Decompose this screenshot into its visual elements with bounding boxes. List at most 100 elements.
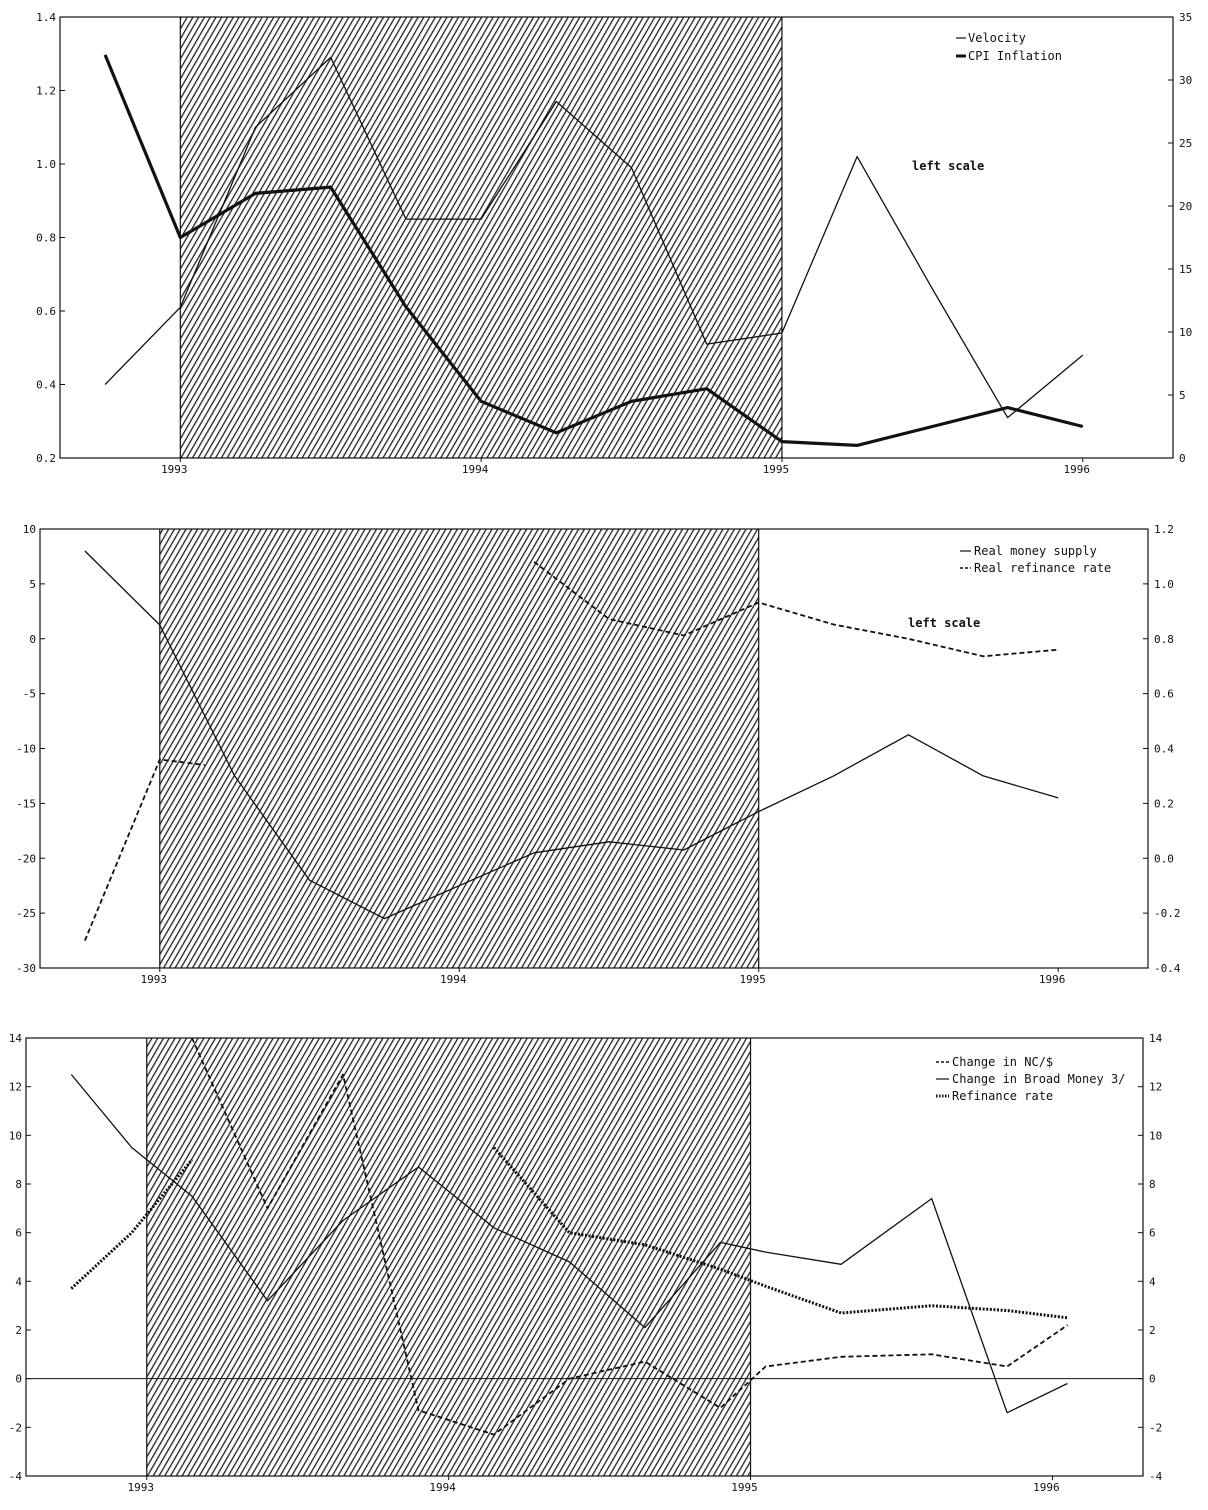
left-tick-label: 1.2 xyxy=(36,85,56,98)
legend-label-change-nc: Change in NC/$ xyxy=(952,1055,1053,1069)
plot-frame xyxy=(25,1037,1144,1477)
left-tick-label: 10 xyxy=(23,523,36,536)
right-tick-label: -0.4 xyxy=(1154,962,1181,975)
legend: Change in NC/$ Change in Broad Money 3/ … xyxy=(936,1055,1125,1103)
panel-money-supply-refinance: -30 -25 -20 -15 -10 -5 0 5 10 -0.4 -0.2 0.0 0.2 0.4 0… xyxy=(16,523,1181,986)
x-axis: 1993 1994 1995 1996 xyxy=(128,1476,1060,1494)
left-tick-label: -15 xyxy=(16,797,36,810)
x-axis: 1993 1994 1995 1996 xyxy=(161,458,1090,476)
x-axis: 1993 1994 1995 1996 xyxy=(141,968,1066,986)
right-tick-label: 6 xyxy=(1149,1227,1156,1240)
series-line-real-money-supply xyxy=(84,550,1059,920)
legend: Velocity CPI Inflation xyxy=(956,31,1062,63)
right-tick-label: 20 xyxy=(1179,200,1192,213)
x-tick-label: 1996 xyxy=(1033,1481,1060,1494)
left-tick-label: 5 xyxy=(29,578,36,591)
series-line-refinance-rate-seg-2 xyxy=(492,1146,1068,1320)
shaded-period xyxy=(159,529,759,968)
right-tick-label: 0 xyxy=(1149,1373,1156,1386)
left-tick-label: 0.8 xyxy=(36,232,56,245)
x-tick-label: 1993 xyxy=(128,1481,155,1494)
left-tick-label: 1.4 xyxy=(36,11,56,24)
legend-label-refinance-rate: Refinance rate xyxy=(952,1089,1053,1103)
legend-label-real-money-supply: Real money supply xyxy=(974,544,1097,558)
series-line-change-in-nc xyxy=(191,1037,1069,1436)
right-tick-label: 25 xyxy=(1179,137,1192,150)
right-tick-label: 0.0 xyxy=(1154,852,1174,865)
right-tick-label: 0.6 xyxy=(1154,688,1174,701)
left-tick-label: -20 xyxy=(16,852,36,865)
x-tick-label: 1994 xyxy=(440,973,467,986)
x-tick-label: 1995 xyxy=(763,463,790,476)
right-tick-label: 0.4 xyxy=(1154,743,1174,756)
annotation-left-scale: left scale xyxy=(912,159,984,173)
right-axis: -0.4 -0.2 0.0 0.2 0.4 0.6 0.8 1.0 1.2 xyxy=(1143,523,1181,975)
x-tick-label: 1995 xyxy=(739,973,766,986)
right-tick-label: 0.2 xyxy=(1154,797,1174,810)
left-tick-label: -25 xyxy=(16,907,36,920)
left-tick-label: -2 xyxy=(9,1421,22,1434)
left-tick-label: -5 xyxy=(23,688,36,701)
shaded-period xyxy=(146,1038,751,1476)
right-tick-label: 35 xyxy=(1179,11,1192,24)
right-tick-label: 1.2 xyxy=(1154,523,1174,536)
left-tick-label: -10 xyxy=(16,743,36,756)
right-axis: -4 -2 0 2 4 6 8 10 12 14 xyxy=(1138,1032,1163,1483)
series-line-refinance-rate-seg-1 xyxy=(70,1158,194,1290)
right-tick-label: 10 xyxy=(1149,1129,1162,1142)
right-tick-label: 14 xyxy=(1149,1032,1163,1045)
right-tick-label: 1.0 xyxy=(1154,578,1174,591)
left-tick-label: 14 xyxy=(9,1032,23,1045)
series-line-change-in-broad-money-3 xyxy=(70,1074,1068,1414)
right-axis: 0 5 10 15 20 25 30 35 xyxy=(1168,11,1192,465)
x-tick-label: 1994 xyxy=(429,1481,456,1494)
right-tick-label: 0.8 xyxy=(1154,633,1174,646)
right-tick-label: -2 xyxy=(1149,1421,1162,1434)
x-tick-label: 1993 xyxy=(141,973,168,986)
right-tick-label: 12 xyxy=(1149,1081,1162,1094)
legend-label-change-broad-money: Change in Broad Money 3/ xyxy=(952,1072,1125,1086)
x-tick-label: 1996 xyxy=(1039,973,1066,986)
right-tick-label: 5 xyxy=(1179,389,1186,402)
legend-label-real-refinance-rate: Real refinance rate xyxy=(974,561,1111,575)
right-tick-label: 15 xyxy=(1179,263,1192,276)
series-layer xyxy=(103,54,1084,447)
x-tick-label: 1993 xyxy=(161,463,188,476)
left-tick-label: 1.0 xyxy=(36,158,56,171)
left-axis: 0.2 0.4 0.6 0.8 1.0 1.2 1.4 xyxy=(36,11,65,465)
left-tick-label: 0 xyxy=(29,633,36,646)
annotation-left-scale: left scale xyxy=(908,616,980,630)
left-tick-label: 0 xyxy=(15,1373,22,1386)
series-line-velocity xyxy=(104,56,1084,419)
right-tick-label: 0 xyxy=(1179,452,1186,465)
legend-label-velocity: Velocity xyxy=(968,31,1026,45)
right-tick-label: 2 xyxy=(1149,1324,1156,1337)
legend-label-cpi-inflation: CPI Inflation xyxy=(968,49,1062,63)
right-tick-label: 10 xyxy=(1179,326,1192,339)
legend: Real money supply Real refinance rate xyxy=(960,544,1111,575)
x-tick-label: 1994 xyxy=(462,463,489,476)
left-tick-label: -30 xyxy=(16,962,36,975)
panel-exchange-money-refinance: -4 -2 0 2 4 6 8 10 12 14 -4 -2 0 2 4 6 8 10 12 14 1993 1994… xyxy=(9,1032,1163,1494)
series-line-cpi-inflation xyxy=(103,54,1084,447)
left-axis: -4 -2 0 2 4 6 8 10 12 14 xyxy=(9,1032,31,1483)
shaded-period xyxy=(180,17,782,458)
left-tick-label: -4 xyxy=(9,1470,23,1483)
left-tick-label: 8 xyxy=(15,1178,22,1191)
right-tick-label: 4 xyxy=(1149,1275,1156,1288)
right-tick-label: 8 xyxy=(1149,1178,1156,1191)
left-tick-label: 6 xyxy=(15,1227,22,1240)
left-axis: -30 -25 -20 -15 -10 -5 0 5 10 xyxy=(16,523,45,975)
left-tick-label: 12 xyxy=(9,1081,22,1094)
left-tick-label: 0.2 xyxy=(36,452,56,465)
left-tick-label: 10 xyxy=(9,1129,22,1142)
right-tick-label: 30 xyxy=(1179,74,1192,87)
right-tick-label: -0.2 xyxy=(1154,907,1181,920)
x-tick-label: 1996 xyxy=(1064,463,1091,476)
series-line-real-refinance-rate-seg-2 xyxy=(533,561,1059,658)
right-tick-label: -4 xyxy=(1149,1470,1163,1483)
panel-velocity-inflation: 0.2 0.4 0.6 0.8 1.0 1.2 1.4 0 5 10 15 20 25 30 35 199… xyxy=(36,11,1192,476)
left-tick-label: 0.4 xyxy=(36,379,56,392)
left-tick-label: 0.6 xyxy=(36,305,56,318)
